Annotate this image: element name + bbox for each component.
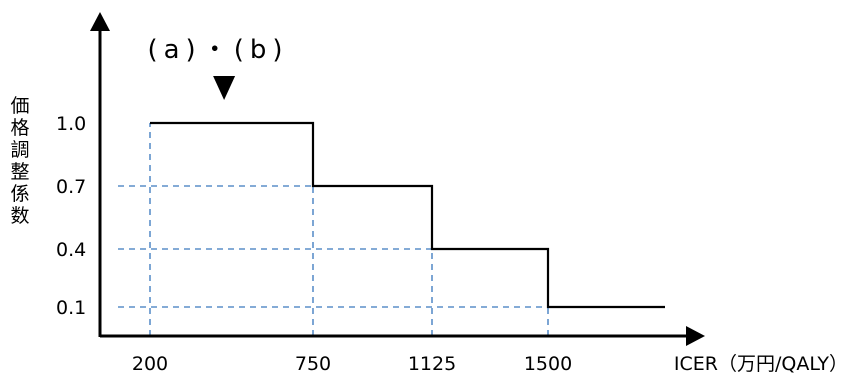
x-tick-label: 1125 (408, 353, 456, 375)
y-axis-arrow (90, 12, 110, 31)
y-axis-label: 価格調整係数 (10, 95, 29, 227)
y-axis-label-char: 調 (10, 139, 29, 161)
y-tick-labels: 1.0 0.7 0.4 0.1 (56, 113, 86, 319)
y-axis-label-char: 数 (10, 205, 29, 227)
x-tick-label: 1500 (524, 353, 572, 375)
x-axis-label: ICER（万円/QALY） (674, 353, 848, 375)
y-axis-label-char: 価 (10, 95, 29, 117)
y-axis-label-char: 整 (10, 161, 29, 183)
annotation-arrow (213, 76, 235, 100)
annotation-label: (a)・(b) (147, 35, 288, 65)
y-tick-label: 1.0 (56, 113, 86, 135)
x-tick-label: 200 (132, 353, 168, 375)
x-tick-labels: 200 750 1125 1500 (132, 353, 572, 375)
step-line (150, 123, 665, 307)
y-axis-label-char: 格 (10, 117, 29, 139)
y-axis-label-char: 係 (10, 183, 29, 205)
x-tick-label: 750 (295, 353, 331, 375)
y-tick-label: 0.4 (56, 239, 86, 261)
step-series (150, 123, 665, 307)
guide-lines (118, 123, 548, 336)
x-axis-arrow (686, 326, 705, 346)
y-tick-label: 0.1 (56, 297, 86, 319)
y-tick-label: 0.7 (56, 176, 86, 198)
